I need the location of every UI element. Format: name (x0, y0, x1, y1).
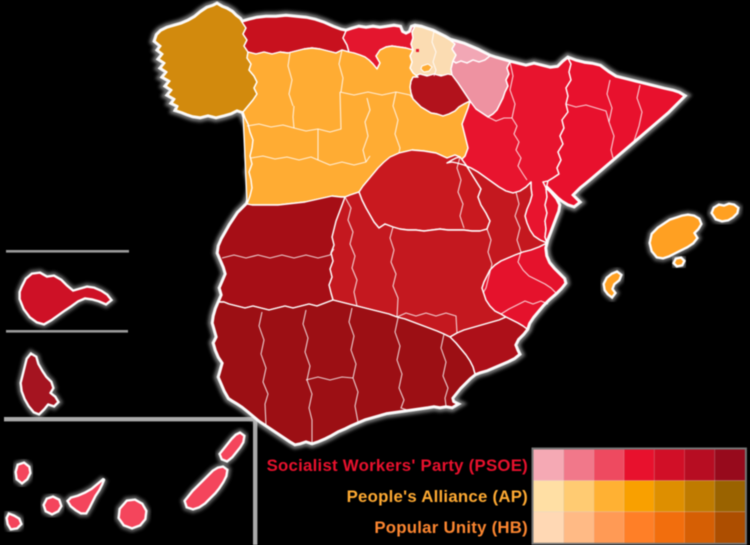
svg-text:Popular Unity (HB): Popular Unity (HB) (374, 518, 528, 537)
svg-text:People's Alliance (AP): People's Alliance (AP) (347, 487, 528, 506)
svg-text:Socialist Workers' Party (PSOE: Socialist Workers' Party (PSOE) (267, 456, 528, 475)
